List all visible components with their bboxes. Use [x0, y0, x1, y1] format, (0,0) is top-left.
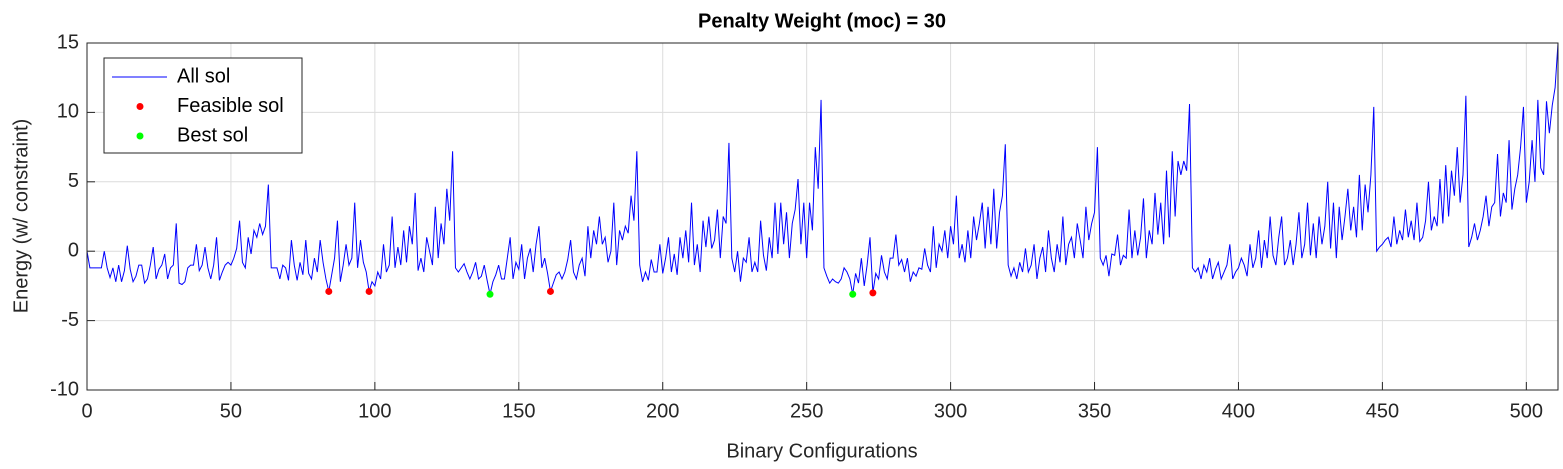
- data-line: [86, 42, 1559, 295]
- legend-label: Best sol: [177, 124, 248, 146]
- x-tick-label: 150: [502, 400, 535, 422]
- data-point: [486, 290, 494, 298]
- data-point: [365, 287, 373, 295]
- legend: All sol Feasible sol Best sol: [103, 57, 303, 154]
- x-axis-label: Binary Configurations: [726, 440, 917, 462]
- x-tick-label: 450: [1366, 400, 1399, 422]
- plot-frame: [86, 42, 1559, 391]
- y-tick-label: 15: [57, 31, 79, 53]
- y-tick-label: 5: [68, 170, 79, 192]
- x-tick-label: 300: [934, 400, 967, 422]
- legend-marker: [136, 132, 144, 140]
- legend-label: Feasible sol: [177, 95, 284, 117]
- data-point: [869, 289, 877, 297]
- x-tick-label: 400: [1222, 400, 1255, 422]
- x-tick-label: 250: [790, 400, 823, 422]
- data-point: [849, 290, 857, 298]
- chart-title: Penalty Weight (moc) = 30: [698, 10, 946, 32]
- x-tick-label: 50: [220, 400, 242, 422]
- data-point: [546, 287, 554, 295]
- legend-label: All sol: [177, 65, 230, 87]
- y-tick-label: -5: [61, 309, 79, 331]
- legend-marker: [136, 103, 144, 110]
- y-axis-label: Energy (w/ constraint): [10, 119, 32, 314]
- x-tick-label: 500: [1510, 400, 1543, 422]
- x-tick-label: 200: [646, 400, 679, 422]
- y-tick-label: 10: [57, 101, 79, 123]
- y-tick-label: 0: [68, 239, 79, 261]
- x-tick-label: 0: [81, 400, 92, 422]
- y-tick-label: -10: [50, 378, 79, 400]
- x-tick-label: 350: [1078, 400, 1111, 422]
- data-point: [325, 287, 333, 295]
- x-tick-label: 100: [358, 400, 391, 422]
